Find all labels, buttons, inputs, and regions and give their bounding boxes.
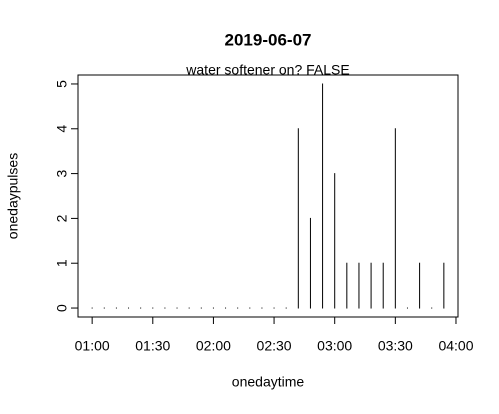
y-tick-label: 3: [54, 169, 70, 177]
x-axis-label: onedaytime: [232, 374, 305, 390]
x-tick-label: 02:00: [196, 338, 231, 354]
y-tick-label: 1: [54, 259, 70, 267]
y-axis-label: onedaypulses: [5, 153, 21, 239]
y-tick-label: 2: [54, 214, 70, 222]
y-tick-label: 0: [54, 304, 70, 312]
x-tick-label: 04:00: [438, 338, 473, 354]
chart-subtitle: water softener on? FALSE: [185, 62, 349, 78]
x-tick-label: 01:00: [75, 338, 110, 354]
x-tick-label: 03:30: [378, 338, 413, 354]
y-tick-label: 4: [54, 125, 70, 133]
x-tick-label: 02:30: [257, 338, 292, 354]
x-tick-label: 03:00: [317, 338, 352, 354]
y-tick-label: 5: [54, 80, 70, 88]
x-tick-label: 01:30: [135, 338, 170, 354]
chart-title: 2019-06-07: [225, 30, 312, 49]
plot-box: [77, 74, 459, 318]
